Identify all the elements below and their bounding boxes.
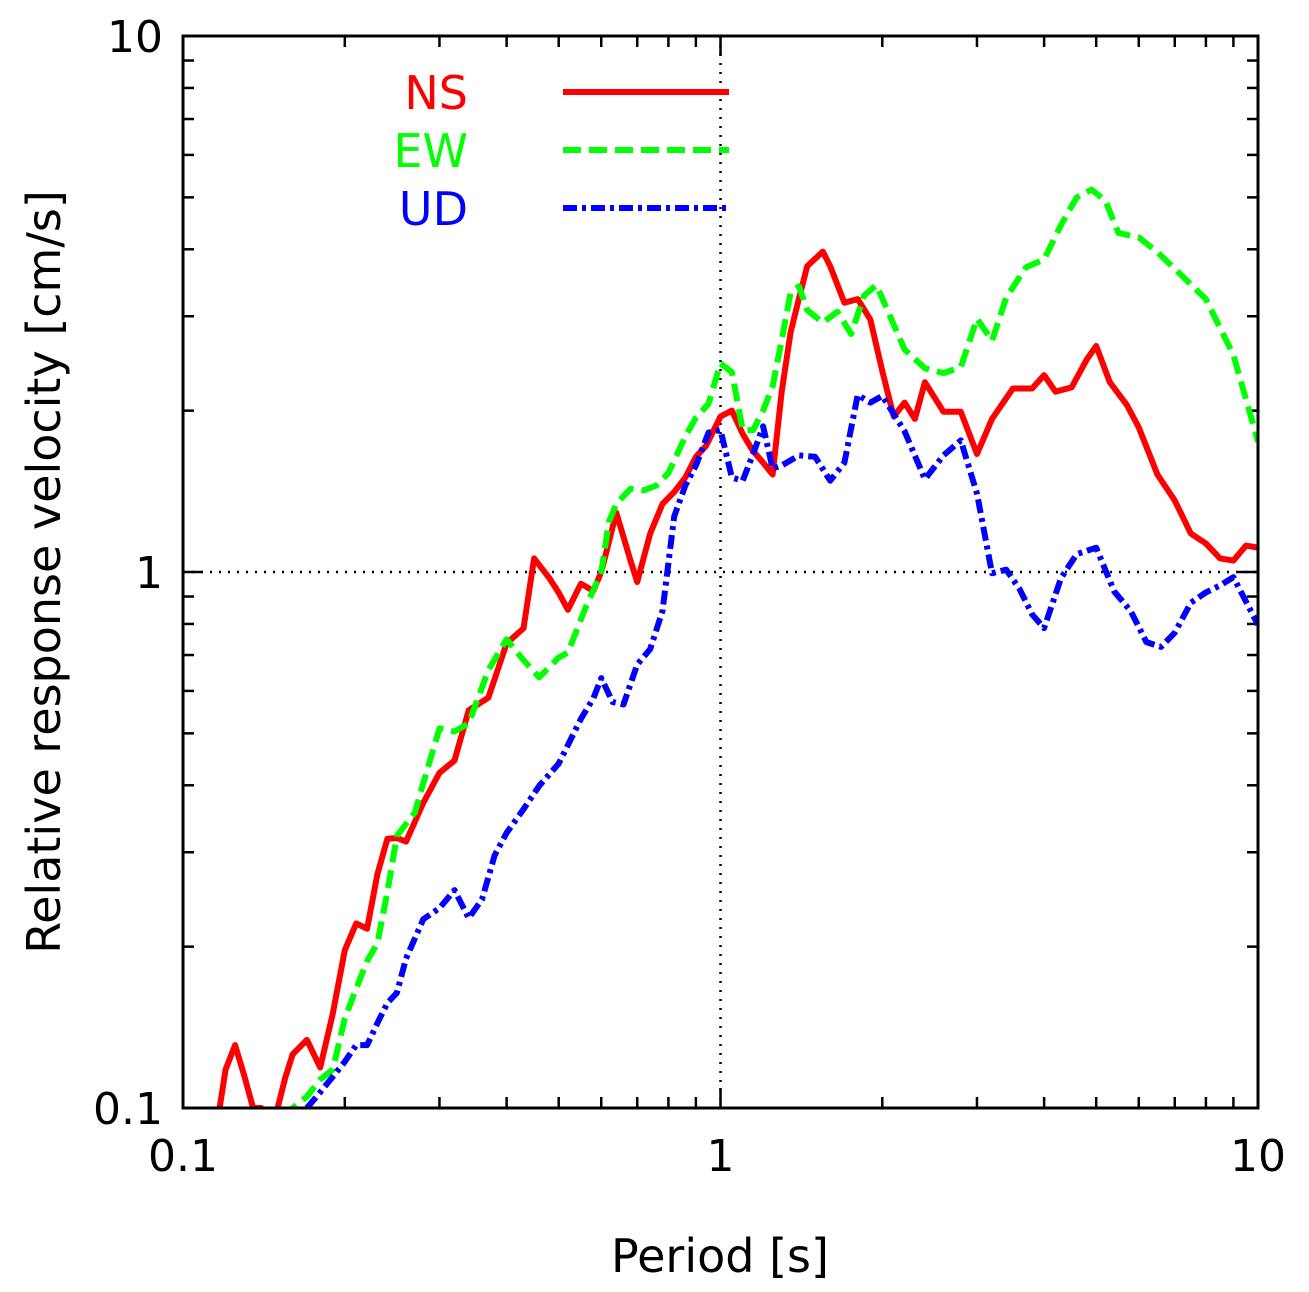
- series-line-ew: [261, 186, 1258, 1108]
- legend-label-ud: UD: [399, 182, 468, 236]
- plot-frame: [181, 34, 1260, 1110]
- tick-labels: 0.1 1 10 0.1 1 10: [93, 12, 1286, 1182]
- minor-ticks: [183, 36, 1258, 1108]
- x-axis-label: Period [s]: [611, 1229, 829, 1283]
- x-tick-label-0: 0.1: [148, 1131, 218, 1182]
- y-tick-label-2: 10: [107, 12, 163, 63]
- legend-label-ns: NS: [404, 66, 468, 120]
- x-tick-label-1: 1: [707, 1131, 735, 1182]
- series-layer: [216, 186, 1258, 1108]
- y-tick-label-1: 1: [135, 548, 163, 599]
- series-line-ud: [304, 391, 1258, 1108]
- y-tick-label-0: 0.1: [93, 1084, 163, 1135]
- x-tick-label-2: 10: [1230, 1131, 1286, 1182]
- legend-label-ew: EW: [393, 124, 468, 178]
- y-axis-label: Relative response velocity [cm/s]: [17, 190, 71, 954]
- series-line-ns: [216, 248, 1258, 1108]
